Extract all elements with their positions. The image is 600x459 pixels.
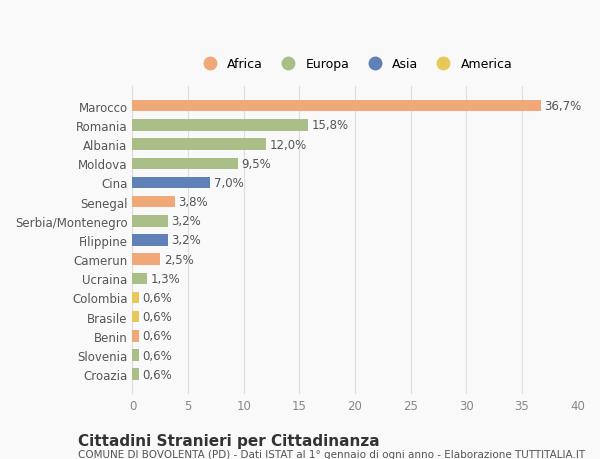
Bar	[133, 139, 266, 151]
Bar	[133, 158, 238, 170]
Text: 0,6%: 0,6%	[143, 330, 172, 342]
Bar	[133, 216, 168, 227]
Text: 36,7%: 36,7%	[544, 100, 581, 113]
Text: 3,8%: 3,8%	[178, 196, 208, 209]
Bar	[133, 349, 139, 361]
Bar	[133, 254, 160, 265]
Bar	[133, 101, 541, 112]
Text: 0,6%: 0,6%	[143, 310, 172, 324]
Text: 3,2%: 3,2%	[172, 215, 201, 228]
Bar	[133, 235, 168, 246]
Bar	[133, 369, 139, 380]
Text: 0,6%: 0,6%	[143, 349, 172, 362]
Text: 0,6%: 0,6%	[143, 291, 172, 304]
Bar	[133, 311, 139, 323]
Bar	[133, 196, 175, 208]
Bar	[133, 120, 308, 131]
Text: Cittadini Stranieri per Cittadinanza: Cittadini Stranieri per Cittadinanza	[78, 433, 380, 448]
Text: 12,0%: 12,0%	[269, 138, 307, 151]
Bar	[133, 273, 147, 285]
Text: COMUNE DI BOVOLENTA (PD) - Dati ISTAT al 1° gennaio di ogni anno - Elaborazione : COMUNE DI BOVOLENTA (PD) - Dati ISTAT al…	[78, 449, 585, 459]
Text: 1,3%: 1,3%	[150, 272, 180, 285]
Bar	[133, 330, 139, 342]
Text: 7,0%: 7,0%	[214, 177, 244, 190]
Text: 3,2%: 3,2%	[172, 234, 201, 247]
Text: 9,5%: 9,5%	[242, 157, 271, 170]
Text: 2,5%: 2,5%	[164, 253, 193, 266]
Bar	[133, 177, 211, 189]
Legend: Africa, Europa, Asia, America: Africa, Europa, Asia, America	[193, 53, 518, 76]
Text: 15,8%: 15,8%	[311, 119, 349, 132]
Text: 0,6%: 0,6%	[143, 368, 172, 381]
Bar	[133, 292, 139, 303]
